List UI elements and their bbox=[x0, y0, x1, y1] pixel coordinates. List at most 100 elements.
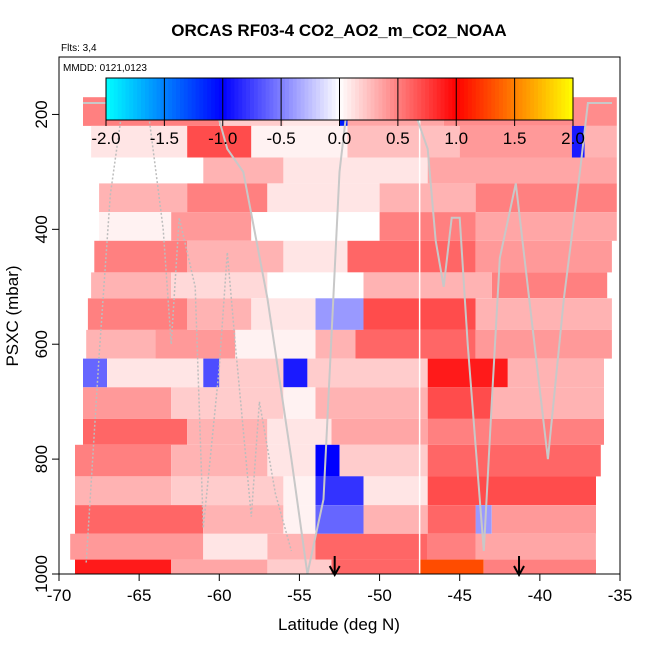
colorbar-swatch bbox=[230, 78, 236, 120]
colorbar-swatch bbox=[405, 78, 411, 120]
colorbar-swatch bbox=[491, 78, 496, 120]
colorbar-tick-label: 0.0 bbox=[328, 129, 352, 148]
colorbar-swatch bbox=[378, 78, 383, 120]
colorbar-swatch bbox=[179, 78, 185, 120]
colorbar-swatch bbox=[137, 78, 142, 120]
heatmap-cell bbox=[187, 183, 268, 213]
chart-title: ORCAS RF03-4 CO2_AO2_m_CO2_NOAA bbox=[171, 21, 506, 40]
x-tick-label: -50 bbox=[367, 586, 392, 605]
colorbar-tick-label: 2.0 bbox=[561, 129, 585, 148]
colorbar-swatch bbox=[471, 78, 477, 120]
heatmap-cell bbox=[427, 157, 617, 184]
colorbar-swatch bbox=[557, 78, 562, 120]
colorbar-swatch bbox=[444, 78, 450, 120]
colorbar-swatch bbox=[425, 78, 430, 120]
y-tick-label: 600 bbox=[32, 330, 51, 358]
colorbar-tick-label: 0.5 bbox=[386, 129, 410, 148]
heatmap-cell bbox=[267, 418, 332, 445]
colorbar-swatch bbox=[113, 78, 119, 120]
heatmap-cell bbox=[267, 533, 316, 560]
colorbar-swatch bbox=[242, 78, 247, 120]
heatmap-cell bbox=[171, 387, 284, 419]
colorbar-swatch bbox=[152, 78, 158, 120]
heatmap-cell bbox=[363, 272, 492, 299]
colorbar-swatch bbox=[432, 78, 438, 120]
heatmap-cell bbox=[315, 387, 428, 419]
colorbar-swatch bbox=[109, 78, 115, 120]
colorbar-swatch bbox=[211, 78, 216, 120]
heatmap-cell bbox=[584, 125, 617, 158]
heatmap-cell bbox=[427, 358, 508, 388]
colorbar-swatch bbox=[141, 78, 146, 120]
colorbar-swatch bbox=[323, 78, 329, 120]
heatmap-cell bbox=[187, 240, 284, 273]
heatmap-cell bbox=[347, 240, 476, 273]
colorbar-swatch bbox=[187, 78, 193, 120]
heatmap-cell bbox=[267, 183, 380, 213]
colorbar-swatch bbox=[499, 78, 504, 120]
x-axis: -70 -65 -60 -55 -50 -45 -40 -35 bbox=[47, 574, 633, 605]
mmdd-annotation: MMDD: 0121,0123 bbox=[63, 63, 147, 74]
heatmap-cell bbox=[171, 476, 284, 505]
heatmap-cell bbox=[283, 476, 316, 505]
colorbar-swatch bbox=[495, 78, 500, 120]
x-tick-label: -55 bbox=[287, 586, 312, 605]
heatmap-cell bbox=[315, 533, 428, 560]
colorbar-swatch bbox=[393, 78, 399, 120]
colorbar-swatch bbox=[436, 78, 442, 120]
colorbar-swatch bbox=[506, 78, 512, 120]
heatmap-cell bbox=[475, 329, 612, 359]
colorbar-swatch bbox=[257, 78, 263, 120]
heatmap-cell bbox=[94, 240, 188, 273]
colorbar-swatch bbox=[565, 78, 570, 120]
x-tick-label: -70 bbox=[47, 586, 72, 605]
heatmap-cell bbox=[475, 183, 617, 213]
colorbar-swatch bbox=[106, 78, 111, 120]
colorbar-swatch bbox=[269, 78, 274, 120]
colorbar-swatch bbox=[168, 78, 173, 120]
colorbar-swatch bbox=[164, 78, 169, 120]
heatmap-cell bbox=[315, 329, 356, 359]
heatmap-cell bbox=[171, 212, 252, 241]
colorbar-swatch bbox=[464, 78, 469, 120]
heatmap-cell bbox=[363, 476, 428, 505]
colorbar-swatch bbox=[541, 78, 547, 120]
colorbar-swatch bbox=[273, 78, 278, 120]
heatmap-cell bbox=[187, 418, 268, 445]
colorbar-tick-label: 1.0 bbox=[444, 129, 468, 148]
heatmap-cell bbox=[283, 157, 428, 184]
colorbar-swatch bbox=[121, 78, 127, 120]
heatmap-cell bbox=[171, 559, 268, 574]
heatmap-cell bbox=[483, 559, 596, 574]
colorbar-swatch bbox=[390, 78, 395, 120]
heatmap-cell bbox=[427, 418, 604, 445]
colorbar-swatch bbox=[327, 78, 333, 120]
x-tick-label: -35 bbox=[608, 586, 633, 605]
heatmap-cell bbox=[99, 157, 204, 184]
colorbar-swatch bbox=[304, 78, 309, 120]
heatmap-cell bbox=[267, 559, 332, 574]
colorbar-swatch bbox=[176, 78, 181, 120]
colorbar-swatch bbox=[479, 78, 485, 120]
colorbar-tick-label: 1.5 bbox=[503, 129, 527, 148]
colorbar-swatch bbox=[374, 78, 380, 120]
colorbar-swatch bbox=[281, 78, 286, 120]
heatmap-cell bbox=[339, 444, 428, 477]
flight-track-layer bbox=[83, 102, 612, 578]
colorbar-swatch bbox=[545, 78, 551, 120]
heatmap-cell bbox=[283, 387, 316, 419]
heatmap-cell bbox=[283, 358, 308, 388]
heatmap-cell bbox=[315, 505, 364, 534]
colorbar-swatch bbox=[207, 78, 212, 120]
colorbar-swatch bbox=[144, 78, 150, 120]
heatmap-layer bbox=[70, 97, 617, 574]
heatmap-cell bbox=[427, 505, 476, 534]
colorbar-swatch bbox=[537, 78, 543, 120]
heatmap-cell bbox=[83, 358, 107, 388]
colorbar-tick-label: -1.0 bbox=[208, 129, 237, 148]
heatmap-cell bbox=[87, 298, 188, 330]
colorbar-swatch bbox=[117, 78, 123, 120]
colorbar-swatch bbox=[460, 78, 465, 120]
heatmap-cell bbox=[355, 329, 476, 359]
